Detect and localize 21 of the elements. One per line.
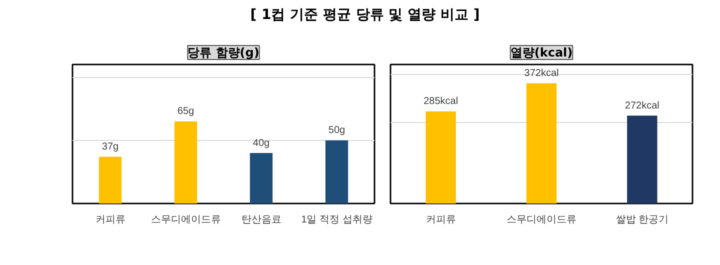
chart-title: 열량(kcal): [510, 46, 573, 60]
x-tick-label: 탄산음료: [241, 214, 282, 226]
x-tick-label: 쌀밥 한공기: [616, 214, 669, 226]
chart-title: [ 1컵 기준 평균 당류 및 열량 비교 ]: [250, 6, 480, 25]
bar: [250, 152, 273, 204]
data-label: 50g: [328, 125, 346, 136]
chart-subtitle: 당류 함량(g): [188, 46, 260, 60]
bar: [98, 156, 122, 204]
x-tick-label: 1일 적정 섭취량: [301, 214, 372, 226]
data-label: 40g: [252, 138, 270, 149]
x-tick-label: 커피류: [426, 214, 456, 226]
x-tick-label: 스무디에이드류: [506, 214, 576, 226]
x-tick-label: 커피류: [95, 214, 126, 226]
data-label: 65g: [177, 106, 194, 118]
data-label: 272kcal: [624, 100, 660, 112]
bar: [174, 121, 198, 204]
x-tick-label: 스무디에이드류: [150, 214, 221, 226]
data-label: 37g: [102, 142, 119, 153]
data-label: 285kcal: [424, 96, 458, 108]
bar: [325, 140, 348, 204]
data-label: 372kcal: [524, 68, 559, 80]
